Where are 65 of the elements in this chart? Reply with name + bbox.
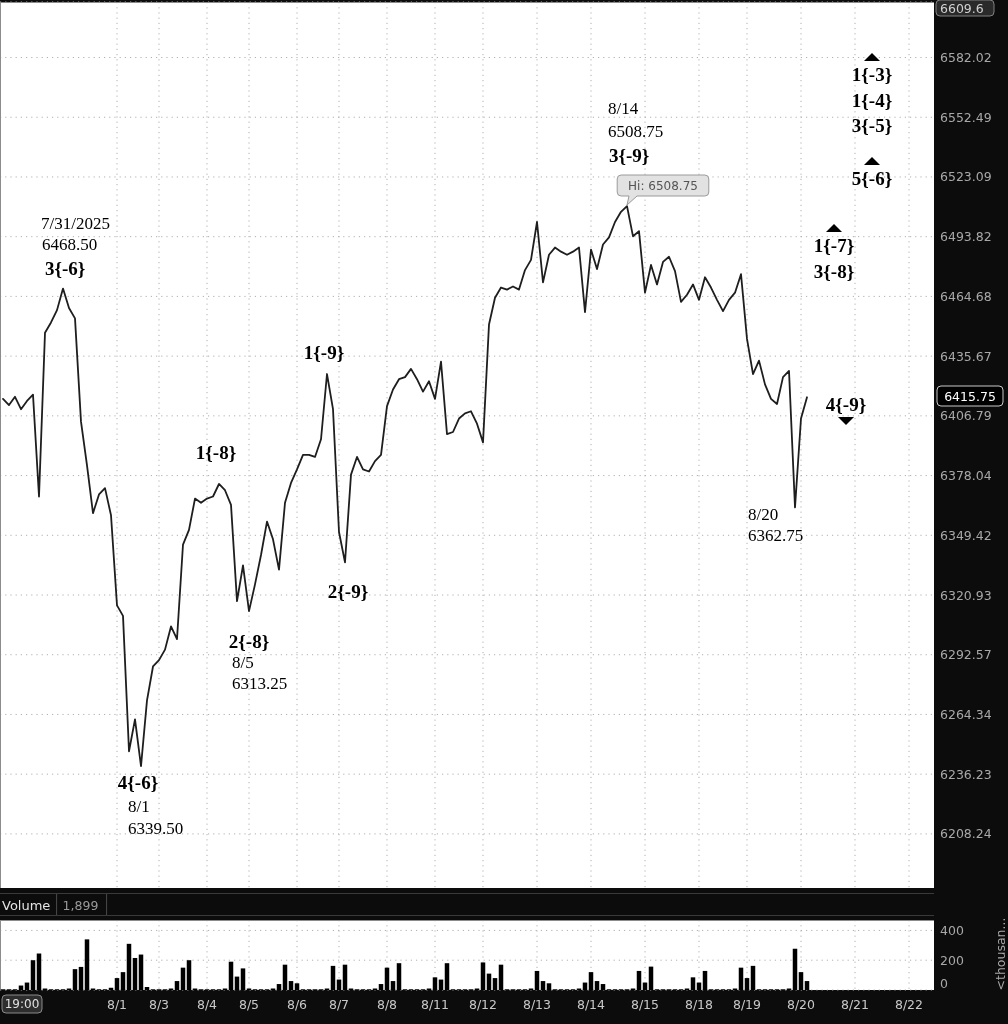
annotation: 8/1 — [128, 796, 150, 816]
x-tick-label: 8/21 — [840, 996, 870, 1012]
annotation: 3{-9} — [609, 144, 650, 166]
x-tick-label: 8/18 — [684, 996, 714, 1012]
y-tick-label: 6236.23 — [940, 766, 992, 782]
annotation: 8/20 — [748, 504, 779, 524]
y-tick-label: 6609.6 — [940, 0, 984, 16]
x-tick-label: 8/15 — [630, 996, 660, 1012]
y-tick-label: 6523.09 — [940, 169, 992, 185]
x-tick-label: 8/7 — [328, 996, 350, 1012]
x-tick-label: 8/8 — [376, 996, 398, 1012]
x-tick-label: 8/13 — [522, 996, 552, 1012]
y-tick-label: 6406.79 — [940, 408, 992, 424]
annotation: 3{-8} — [813, 260, 855, 282]
y-tick-label: 200 — [940, 952, 964, 968]
annotation: 8/14 — [608, 98, 639, 118]
chart-title: Volume — [2, 897, 51, 913]
x-tick-label: 8/1 — [106, 996, 128, 1012]
y-tick-label: 6264.34 — [940, 706, 992, 722]
annotation: 6508.75 — [608, 121, 664, 141]
text: 6415.75 — [944, 388, 996, 404]
annotation: 1{-3} — [851, 63, 893, 85]
x-tick-label: 8/5 — [238, 996, 260, 1012]
y-tick-label: 0 — [940, 975, 948, 991]
x-tick-label: 8/11 — [420, 996, 450, 1012]
y-tick-label: 6552.49 — [940, 109, 992, 125]
y-axis-title: <thousan... — [992, 917, 1008, 991]
y-tick-label: 400 — [940, 922, 964, 938]
annotation: 3{-5} — [851, 114, 893, 136]
line-series — [2, 205, 808, 768]
annotation: 3{-6} — [45, 257, 86, 279]
y-tick-label: 6582.02 — [940, 50, 992, 66]
annotation: 4{-6} — [117, 771, 159, 793]
y-tick-label: 6493.82 — [940, 229, 992, 245]
annotation: 6313.25 — [232, 673, 288, 693]
annotation: 1{-4} — [851, 89, 893, 111]
annotation: 6468.50 — [42, 234, 98, 254]
x-tick-label: 8/6 — [286, 996, 308, 1012]
y-tick-label: 6320.93 — [940, 587, 992, 603]
x-tick-label: 8/22 — [894, 996, 924, 1012]
annotation: 4{-9} — [825, 393, 867, 415]
x-tick-label: 8/20 — [786, 996, 816, 1012]
annotation: 6339.50 — [128, 818, 184, 838]
annotation: Hi: 6508.75 — [628, 178, 698, 193]
annotation: 1{-9} — [303, 341, 345, 363]
annotation: 1{-7} — [813, 234, 855, 256]
annotation: 2{-9} — [327, 580, 369, 602]
x-tick-label: 8/14 — [576, 996, 606, 1012]
annotation: 1{-8} — [195, 441, 237, 463]
annotation: 7/31/2025 — [41, 213, 110, 233]
annotation: 6362.75 — [748, 525, 804, 545]
annotation: 8/5 — [232, 652, 254, 672]
y-tick-label: 6378.04 — [940, 468, 992, 484]
x-tick-label: 8/19 — [732, 996, 762, 1012]
y-tick-label: 6292.57 — [940, 647, 992, 663]
y-tick-label: 6208.24 — [940, 826, 992, 842]
x-tick-label: 8/3 — [148, 996, 170, 1012]
y-tick-label: 6464.68 — [940, 288, 992, 304]
annotation: 2{-8} — [228, 630, 270, 652]
chart-subtitle: 1,899 — [62, 897, 99, 913]
y-tick-label: 6435.67 — [940, 348, 992, 364]
annotation: 5{-6} — [851, 167, 893, 189]
x-tick-label: 8/12 — [468, 996, 498, 1012]
y-tick-label: 6349.42 — [940, 527, 992, 543]
x-tick-label: 8/4 — [196, 996, 218, 1012]
